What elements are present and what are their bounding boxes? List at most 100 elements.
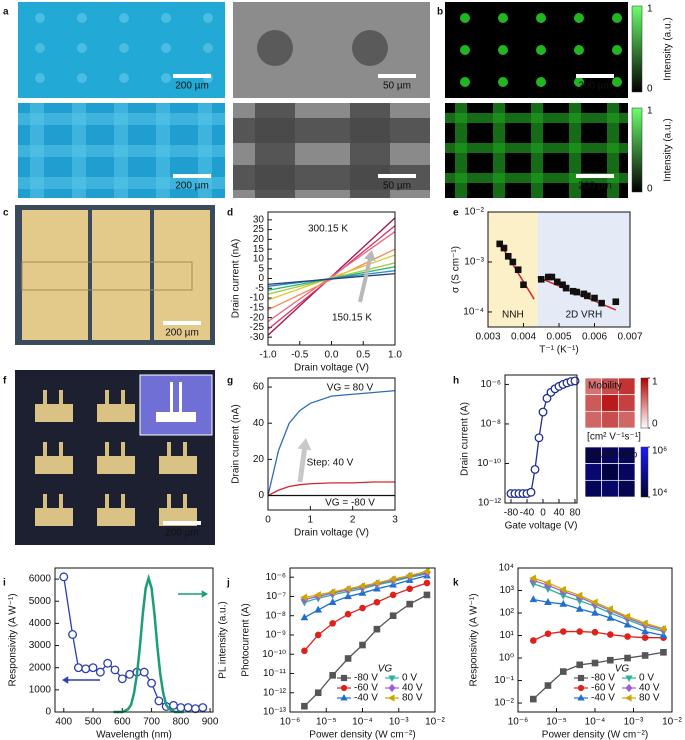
y-tick-label: 4000 [29, 618, 52, 629]
marker [176, 703, 186, 713]
x-tick-label: 10⁻⁶ [508, 717, 529, 728]
y-tick-label: 0 [258, 273, 264, 284]
x-tick-label: 500 [85, 717, 102, 728]
colorbar-unit: [cm² V⁻¹s⁻¹] [587, 432, 641, 443]
marker [340, 694, 348, 701]
legend-label: -80 V [354, 673, 378, 684]
dot [35, 13, 45, 23]
colorbar-tick-label: 0 [652, 419, 658, 430]
colorbar-tick-label: 1 [652, 377, 658, 388]
marker [612, 298, 620, 306]
x-tick-label: 0.006 [582, 332, 607, 343]
marker [328, 588, 336, 596]
marker [641, 627, 649, 635]
x-tick-label: 10⁻³ [389, 717, 409, 728]
legend-label: 40 V [639, 683, 660, 694]
x-axis-label: T⁻¹ (K⁻¹) [539, 345, 578, 356]
marker [559, 628, 567, 635]
colorbar [631, 5, 643, 93]
region-label: NNH [502, 310, 524, 321]
marker [625, 683, 633, 693]
y-tick-label: 10⁻¹² [478, 498, 502, 509]
scale-bar-label: 200 µm [175, 181, 209, 192]
dot [460, 13, 470, 23]
x-tick-label: 10⁻⁵ [546, 717, 567, 728]
marker [624, 633, 631, 640]
marker [154, 696, 164, 706]
heatmap-cell [584, 394, 603, 412]
y-tick-label: -15 [250, 302, 265, 313]
scale-bar [576, 174, 614, 178]
marker [389, 591, 397, 599]
electrode [167, 442, 171, 456]
panel-label: b [437, 7, 443, 18]
dot [35, 43, 45, 53]
marker [190, 704, 200, 714]
marker [575, 591, 583, 600]
marker [537, 276, 545, 283]
annotation: Step: 40 V [307, 458, 354, 469]
electrode [159, 456, 197, 474]
marker [313, 591, 321, 599]
marker [559, 281, 566, 289]
x-tick-label: 0.0 [325, 350, 339, 361]
marker [577, 694, 585, 701]
stripe [18, 177, 225, 189]
x-tick-label: 80 [569, 508, 581, 519]
x-tick-label: 10⁻² [662, 717, 682, 728]
marker [110, 665, 120, 675]
electrode [97, 508, 135, 526]
legend-label: 0 V [402, 673, 417, 684]
marker [406, 600, 413, 608]
y-axis-label: Drain current (nA) [231, 239, 242, 318]
panel-label: h [453, 376, 459, 387]
marker [625, 694, 632, 702]
dot [498, 45, 508, 55]
annotation: VG = -80 V [325, 498, 375, 509]
marker [526, 487, 536, 497]
y-tick-label: 6000 [29, 574, 52, 585]
marker [59, 572, 69, 582]
marker [640, 619, 648, 628]
legend-label: -60 V [591, 683, 615, 694]
y-tick-label: 10⁻⁶ [480, 379, 501, 390]
y-tick-label: -20 [250, 312, 265, 323]
y-tick-label: 10¹ [500, 630, 515, 641]
x-tick-label: 0.005 [546, 332, 571, 343]
y-tick-label: 10⁴ [499, 563, 514, 574]
marker [340, 674, 348, 682]
x-tick-label: 900 [202, 717, 219, 728]
y-tick-label: 10⁻¹⁰ [477, 458, 501, 469]
marker [576, 661, 583, 669]
legend-label: -40 V [354, 693, 378, 704]
dot [77, 13, 87, 23]
y-tick-label: 10⁻⁸ [480, 419, 501, 430]
y-tick-label: 10⁻¹¹ [263, 668, 287, 679]
x-tick-label: 10⁻⁴ [352, 717, 373, 728]
marker [542, 393, 552, 403]
y-tick-label: -30 [250, 332, 265, 343]
y-tick-label: 10⁻¹² [263, 687, 287, 698]
y-axis-label: Photocurrent (A) [241, 603, 252, 676]
marker [340, 684, 348, 692]
marker [329, 672, 336, 679]
marker [529, 574, 537, 583]
x-tick-label: 0.004 [511, 332, 536, 343]
x-tick-label: 0.5 [356, 350, 370, 361]
x-axis-label: Wavelength (nm) [96, 730, 172, 740]
x-tick-label: 400 [55, 717, 72, 728]
dot [612, 77, 622, 87]
dot [536, 45, 546, 55]
heatmap-cell [584, 410, 603, 429]
marker [559, 599, 568, 607]
line [267, 481, 395, 497]
plot-frame [517, 567, 673, 713]
legend-label: 80 V [402, 693, 423, 704]
marker [373, 598, 381, 606]
y-tick-label: 10³ [500, 585, 515, 596]
electrode [167, 494, 171, 508]
panel-label: f [3, 376, 7, 387]
y-tick-label: 2000 [29, 662, 52, 673]
marker [314, 605, 323, 613]
scale-bar [576, 74, 614, 78]
